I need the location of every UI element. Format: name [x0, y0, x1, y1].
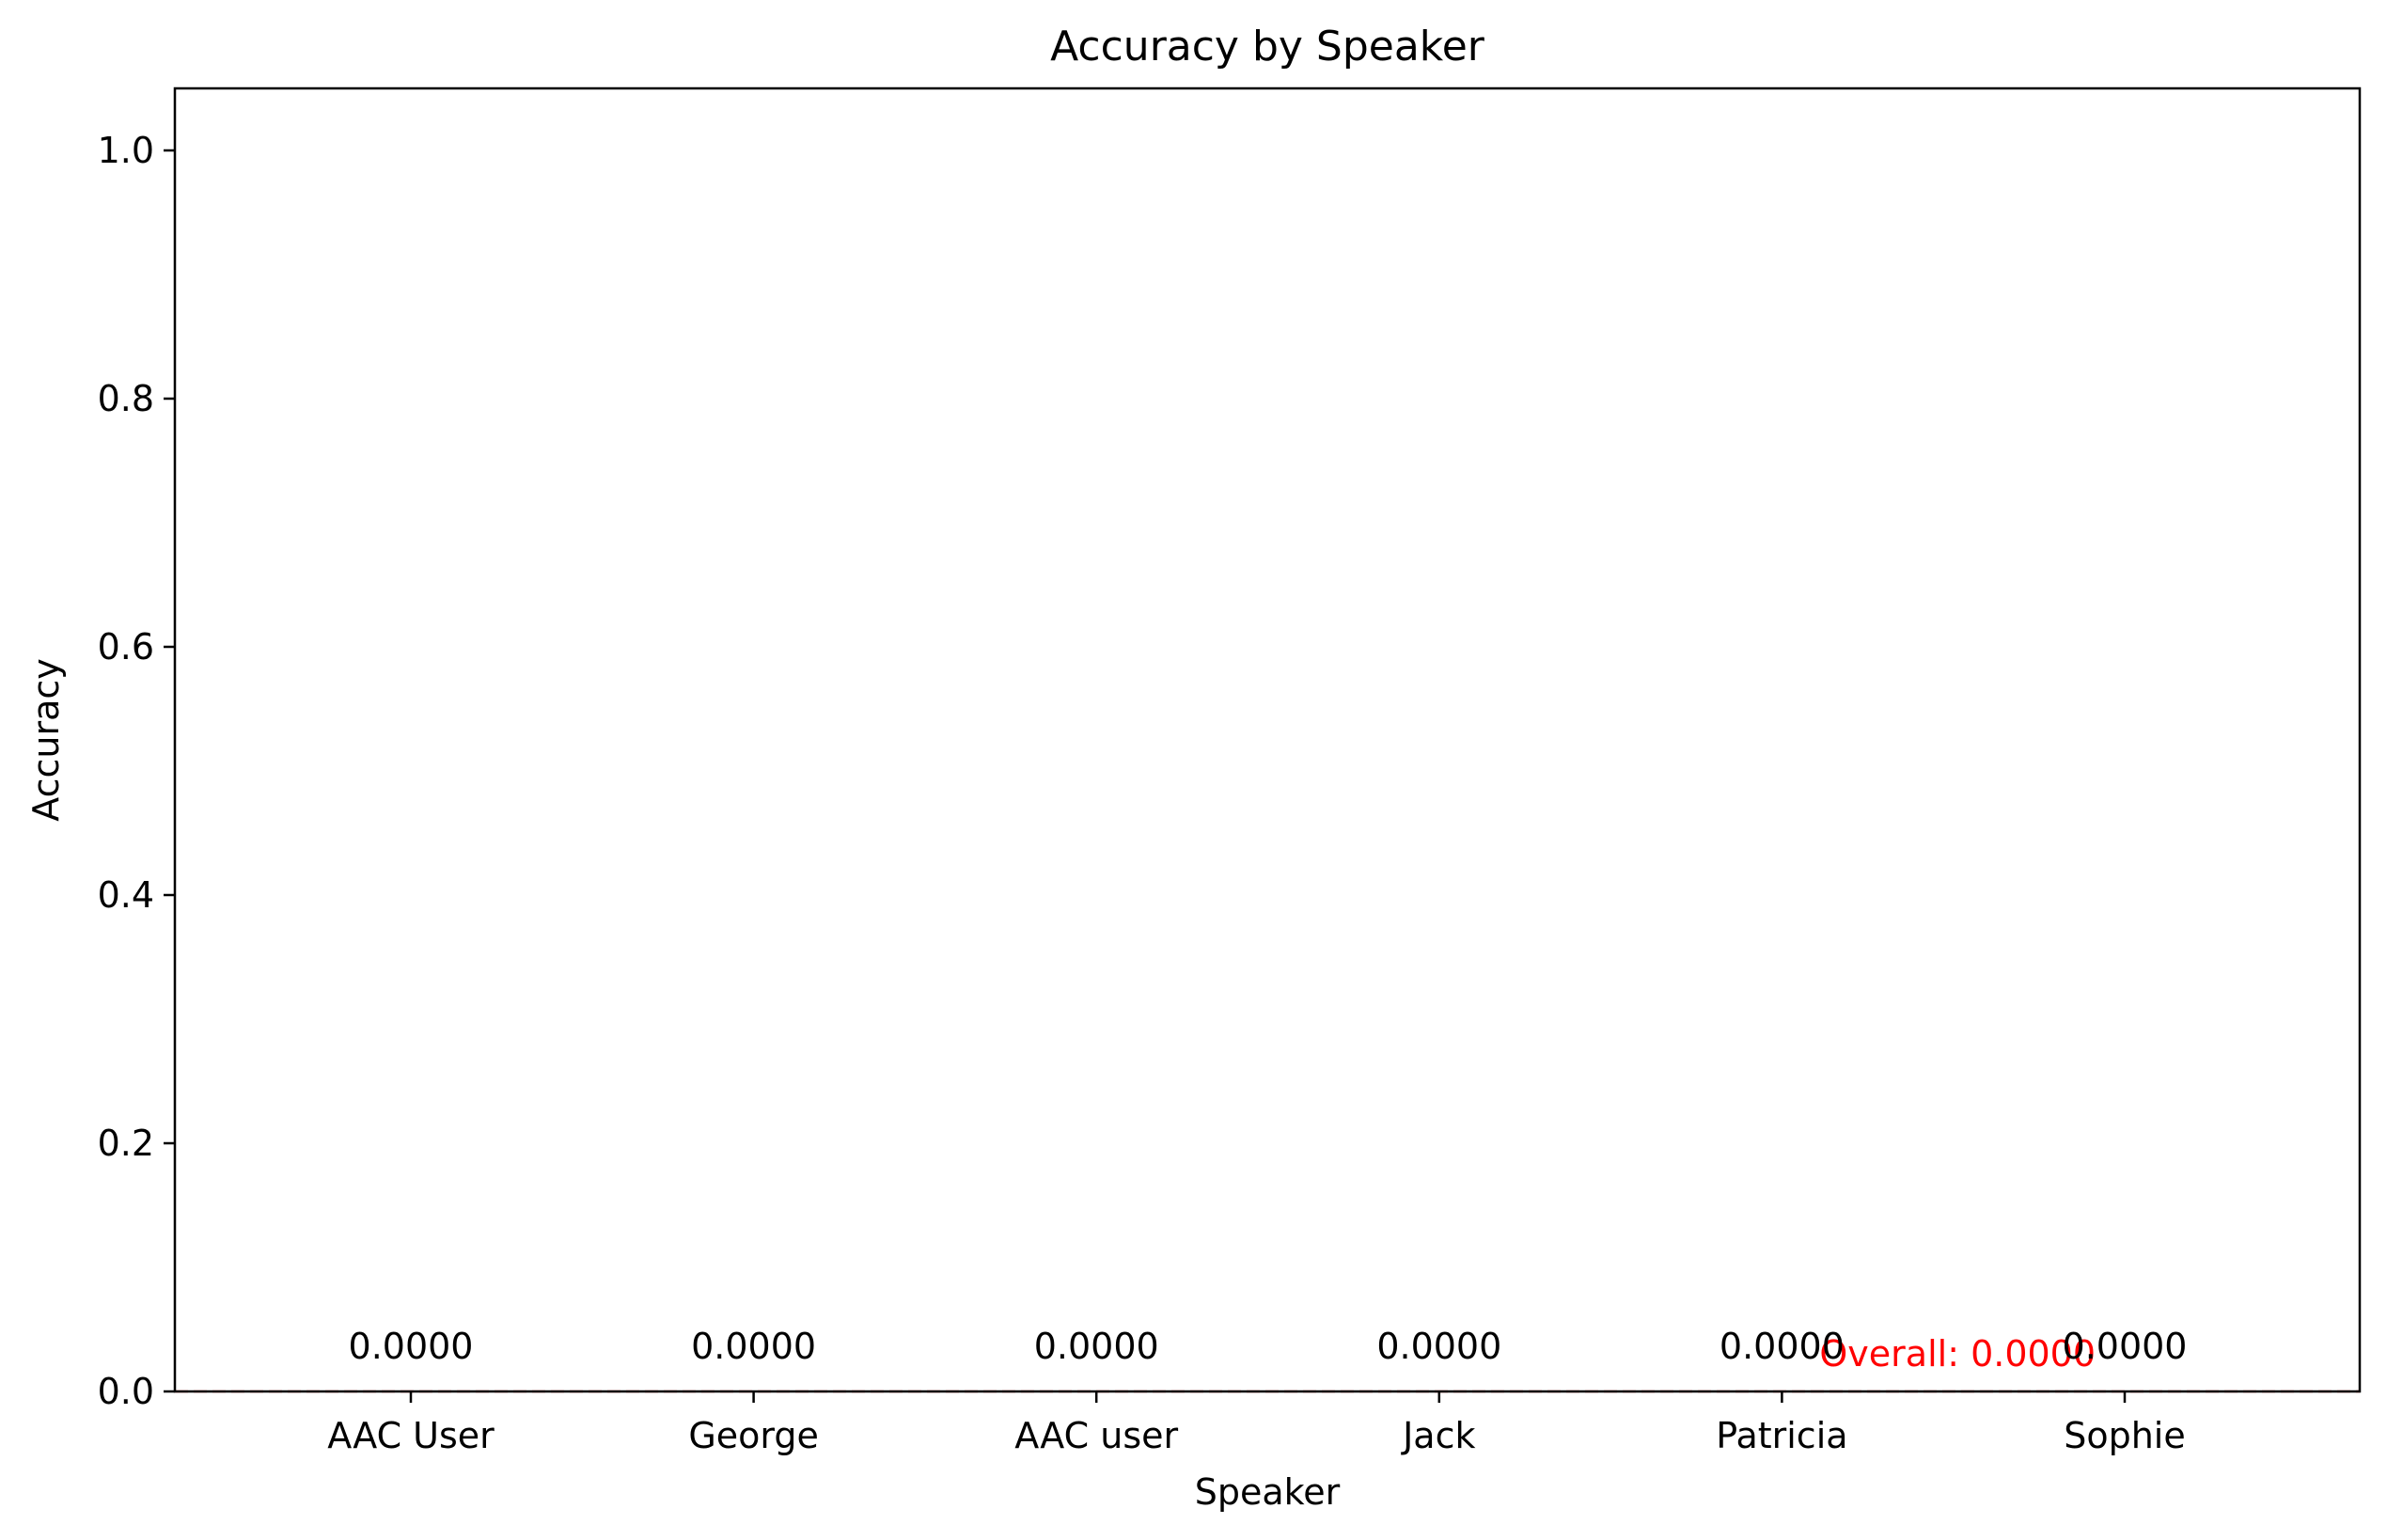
x-axis: AAC User George AAC user Jack Patricia Sophie [327, 1391, 2186, 1456]
x-tick-label-2: AAC user [1014, 1415, 1178, 1456]
x-tick-label-0: AAC User [327, 1415, 495, 1456]
y-tick-label-0: 0.0 [98, 1371, 154, 1412]
value-labels-group: 0.0000 0.0000 0.0000 0.0000 0.0000 0.0000 [349, 1326, 2188, 1367]
y-axis: 0.0 0.2 0.4 0.6 0.8 1.0 [98, 130, 175, 1412]
bar-value-label-3: 0.0000 [1376, 1326, 1501, 1367]
overall-reference-label: Overall: 0.0000 [1819, 1333, 2096, 1375]
bar-value-label-0: 0.0000 [349, 1326, 474, 1367]
y-tick-label-5: 1.0 [98, 130, 154, 171]
plot-background [175, 88, 2360, 1391]
y-axis-label: Accuracy [25, 658, 67, 822]
bar-value-label-4: 0.0000 [1720, 1326, 1845, 1367]
x-tick-label-5: Sophie [2064, 1415, 2186, 1456]
bar-value-label-5: 0.0000 [2063, 1326, 2188, 1367]
x-tick-label-1: George [688, 1415, 819, 1456]
y-tick-label-2: 0.4 [98, 874, 154, 916]
plot-frame [173, 86, 2362, 1393]
y-tick-label-1: 0.2 [98, 1123, 154, 1164]
x-axis-label: Speaker [1195, 1471, 1341, 1513]
bar-value-label-2: 0.0000 [1034, 1326, 1159, 1367]
bar-value-label-1: 0.0000 [691, 1326, 816, 1367]
plot-area: Overall: 0.0000 0.0000 0.0000 0.0000 0.0000… [173, 86, 2362, 1393]
y-tick-label-4: 0.8 [98, 378, 154, 419]
chart-title: Accuracy by Speaker [1050, 23, 1485, 71]
y-tick-label-3: 0.6 [98, 626, 154, 668]
x-tick-label-3: Jack [1401, 1415, 1475, 1456]
x-tick-label-4: Patricia [1716, 1415, 1847, 1456]
